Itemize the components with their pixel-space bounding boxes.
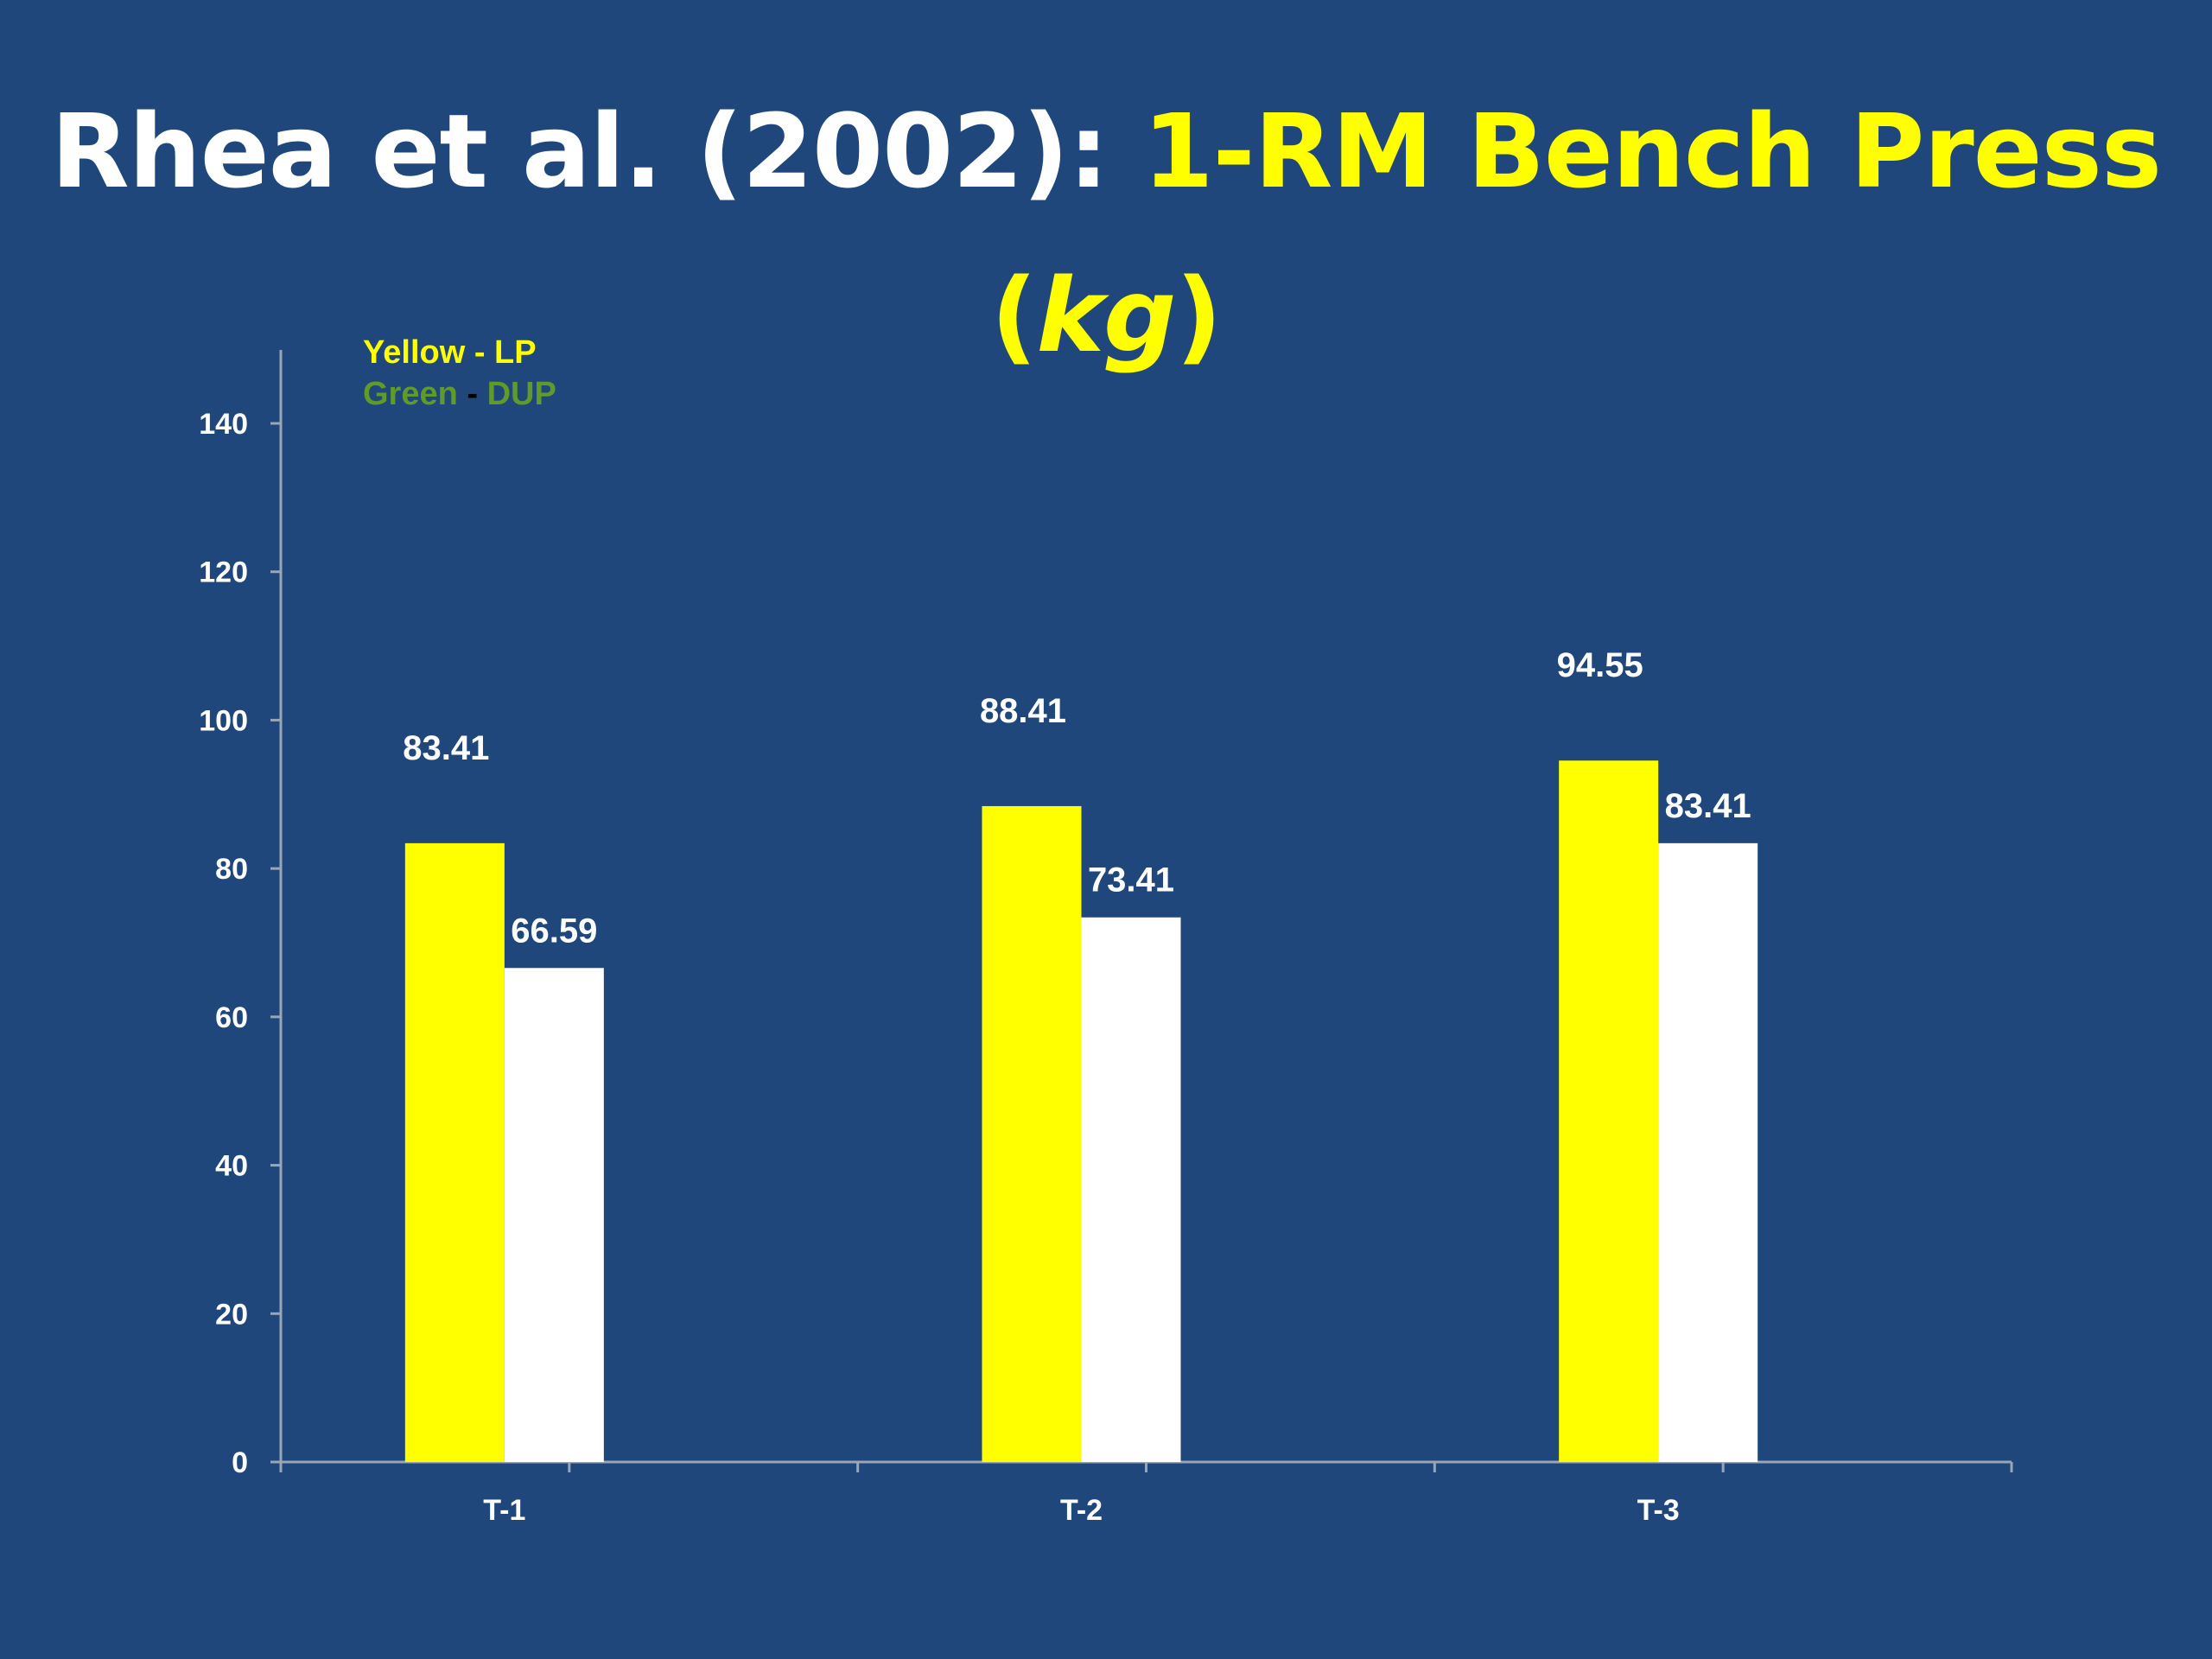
slide-title: Rhea et al. (2002): 1-RM Bench Press (kg… bbox=[0, 69, 2212, 397]
y-tick-label: 80 bbox=[215, 853, 248, 886]
y-tick-label: 60 bbox=[215, 1001, 248, 1034]
y-tick-label: 0 bbox=[232, 1446, 248, 1479]
x-tick-label: T-1 bbox=[483, 1494, 525, 1527]
title-unit: (kg) bbox=[990, 256, 1223, 375]
legend-dup-green: Green bbox=[363, 376, 458, 412]
data-label: 83.41 bbox=[403, 729, 489, 767]
y-tick-label: 20 bbox=[215, 1298, 248, 1331]
title-measure: 1-RM Bench Press bbox=[1142, 92, 2163, 211]
bar-series-1 bbox=[982, 805, 1082, 1462]
legend-dup-separator: - bbox=[458, 376, 487, 412]
data-label: 83.41 bbox=[1665, 787, 1751, 825]
bars bbox=[404, 760, 1758, 1462]
data-label: 94.55 bbox=[1557, 646, 1643, 684]
data-labels: 83.41 66.59 88.41 73.41 94.55 83.41 bbox=[403, 646, 1751, 950]
y-axis: 0 20 40 60 80 100 120 140 bbox=[199, 350, 283, 1479]
bar-series-2 bbox=[504, 968, 604, 1462]
bar-series-2 bbox=[1658, 842, 1758, 1462]
title-author: Rhea et al. (2002): bbox=[50, 92, 1143, 211]
data-label: 73.41 bbox=[1088, 861, 1174, 899]
data-label: 88.41 bbox=[980, 692, 1066, 730]
x-tick-label: T-3 bbox=[1637, 1494, 1680, 1527]
legend-dup-name: DUP bbox=[487, 376, 556, 412]
y-tick-label: 100 bbox=[199, 704, 248, 737]
bar-series-1 bbox=[404, 842, 505, 1462]
x-axis: T-1 T-2 T-3 bbox=[279, 1460, 2013, 1527]
legend-lp-text: Yellow - LP bbox=[363, 334, 537, 371]
data-label: 66.59 bbox=[511, 912, 597, 950]
y-tick-label: 140 bbox=[199, 408, 248, 441]
legend: Yellow - LP Green - DUP bbox=[363, 334, 556, 412]
y-tick-label: 40 bbox=[215, 1150, 248, 1183]
x-tick-label: T-2 bbox=[1060, 1494, 1103, 1527]
legend-dup: Green - DUP bbox=[363, 376, 556, 412]
legend-lp: Yellow - LP bbox=[363, 334, 537, 371]
bar-series-1 bbox=[1559, 760, 1659, 1462]
bar-series-2 bbox=[1081, 917, 1181, 1462]
y-tick-label: 120 bbox=[199, 556, 248, 589]
title-unit-text: kg bbox=[1036, 256, 1177, 375]
